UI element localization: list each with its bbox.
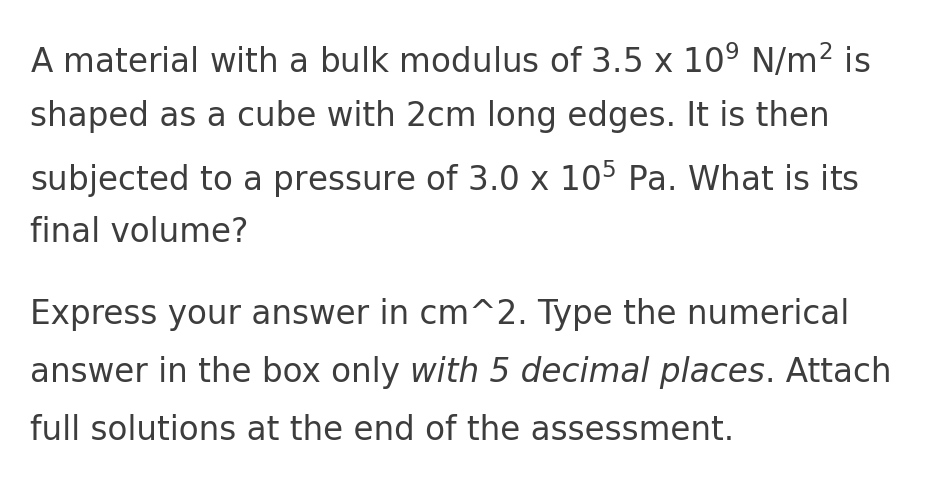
Text: shaped as a cube with 2cm long edges. It is then: shaped as a cube with 2cm long edges. It… [30,100,830,133]
Text: subjected to a pressure of 3.0 x 10$^{5}$ Pa. What is its: subjected to a pressure of 3.0 x 10$^{5}… [30,158,859,200]
Text: Express your answer in cm^2. Type the numerical: Express your answer in cm^2. Type the nu… [30,298,850,331]
Text: answer in the box only: answer in the box only [30,356,411,389]
Text: A material with a bulk modulus of 3.5 x 10$^{9}$ N/m$^{2}$ is: A material with a bulk modulus of 3.5 x … [30,42,870,80]
Text: final volume?: final volume? [30,216,249,249]
Text: full solutions at the end of the assessment.: full solutions at the end of the assessm… [30,414,734,447]
Text: with 5 decimal places: with 5 decimal places [411,356,765,389]
Text: . Attach: . Attach [765,356,892,389]
